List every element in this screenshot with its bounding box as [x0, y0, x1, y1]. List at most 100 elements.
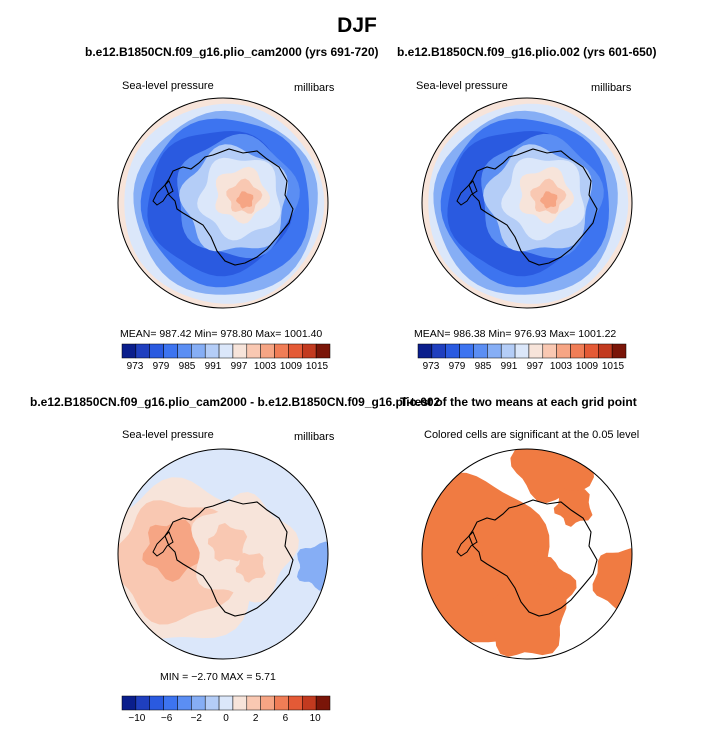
map-boundary — [117, 448, 329, 660]
page-title: DJF — [337, 14, 377, 37]
colorbar-tick-label: 1015 — [305, 361, 329, 372]
colorbar-swatch — [431, 343, 446, 359]
colorbar-swatch — [135, 695, 150, 711]
colorbar-swatch — [288, 343, 303, 359]
panel-3-colorbar — [121, 695, 331, 711]
antarctica-coastline — [164, 499, 294, 617]
colorbar-tick-label: 1009 — [279, 361, 303, 372]
colorbar-swatch — [473, 343, 488, 359]
map-field-map2 — [422, 98, 632, 308]
diff-interior-high — [207, 523, 248, 562]
slp-plateau-max — [236, 191, 254, 209]
colorbar-tick-label: 991 — [500, 361, 518, 372]
colorbar-tick-label: 1009 — [575, 361, 599, 372]
panel-1-stats: MEAN= 987.42 Min= 978.80 Max= 1001.40 — [120, 328, 323, 340]
colorbar-tick-label: 10 — [309, 713, 321, 724]
colorbar-tick-label: 985 — [474, 361, 492, 372]
panel-1-units-label: millibars — [294, 82, 335, 94]
colorbar-swatch — [302, 695, 317, 711]
panel-1-colorbar — [121, 343, 331, 359]
colorbar-swatch — [191, 343, 206, 359]
panel-3-variable-label: Sea-level pressure — [122, 429, 214, 441]
colorbar-tick-label: 973 — [422, 361, 440, 372]
map-field-map1 — [118, 98, 328, 308]
colorbar-swatch — [121, 695, 137, 711]
colorbar-swatch — [302, 343, 317, 359]
colorbar-tick-label: −10 — [128, 713, 146, 724]
colorbar-swatch — [149, 343, 164, 359]
colorbar-swatch — [135, 343, 150, 359]
colorbar-swatch — [584, 343, 599, 359]
colorbar-tick-label: −2 — [190, 713, 202, 724]
colorbar-tick-label: 0 — [223, 713, 229, 724]
colorbar-swatch — [417, 343, 433, 359]
panel-2-stats: MEAN= 986.38 Min= 976.93 Max= 1001.22 — [414, 328, 617, 340]
map-field-map3 — [118, 449, 328, 659]
antarctica-coastline — [164, 148, 294, 266]
colorbar-tick-label: 1003 — [549, 361, 573, 372]
colorbar-swatch — [459, 343, 474, 359]
panel-2-colorbar — [417, 343, 627, 359]
antarctica-coastline — [468, 148, 598, 266]
colorbar-tick-label: 985 — [178, 361, 196, 372]
antarctic-peninsula-coastline — [456, 531, 478, 557]
antarctic-peninsula-coastline — [456, 180, 478, 206]
panel-4-subtitle: Colored cells are significant at the 0.0… — [424, 429, 640, 441]
panel-2-variable-label: Sea-level pressure — [416, 80, 508, 92]
panel-3-stats: MIN = −2.70 MAX = 5.71 — [160, 671, 276, 683]
panel-4-title: T-test of the two means at each grid poi… — [400, 395, 637, 409]
colorbar-swatch — [445, 343, 460, 359]
colorbar-tick-label: 6 — [282, 713, 289, 724]
colorbar-swatch — [191, 695, 206, 711]
colorbar-swatch — [500, 343, 516, 359]
colorbar-swatch — [514, 343, 530, 359]
colorbar-swatch — [315, 695, 331, 711]
panel-1-title: b.e12.B1850CN.f09_g16.plio_cam2000 (yrs … — [85, 45, 379, 59]
colorbar-swatch — [163, 343, 178, 359]
colorbar-swatch — [149, 695, 164, 711]
panel-3-units-label: millibars — [294, 431, 335, 443]
colorbar-swatch — [288, 695, 303, 711]
colorbar-swatch — [260, 695, 275, 711]
colorbar-tick-label: 1003 — [253, 361, 277, 372]
colorbar-swatch — [232, 695, 248, 711]
map-boundary — [421, 97, 633, 309]
colorbar-swatch — [177, 695, 192, 711]
diff-interior-band — [191, 492, 299, 603]
colorbar-swatch — [556, 343, 571, 359]
colorbar-swatch — [163, 695, 178, 711]
panel-2-units-label: millibars — [591, 82, 632, 94]
significant-region — [481, 572, 567, 657]
colorbar-swatch — [218, 695, 234, 711]
colorbar-tick-label: 991 — [204, 361, 222, 372]
colorbar-tick-label: 979 — [152, 361, 170, 372]
colorbar-swatch — [611, 343, 627, 359]
colorbar-swatch — [315, 343, 331, 359]
colorbar-swatch — [177, 343, 192, 359]
colorbar-tick-label: 2 — [252, 713, 259, 724]
colorbar-tick-label: −6 — [160, 713, 173, 724]
map-boundary — [117, 97, 329, 309]
colorbar-tick-label: 973 — [126, 361, 144, 372]
panel-3-title: b.e12.B1850CN.f09_g16.plio_cam2000 - b.e… — [30, 395, 441, 409]
colorbar-swatch — [542, 343, 557, 359]
colorbar-swatch — [218, 343, 234, 359]
colorbar-swatch — [232, 343, 248, 359]
significant-region — [592, 548, 632, 613]
colorbar-swatch — [260, 343, 275, 359]
antarctic-peninsula-coastline — [152, 531, 174, 557]
diff-interior-high — [235, 552, 266, 583]
colorbar-swatch — [204, 695, 220, 711]
colorbar-tick-label: 997 — [230, 361, 248, 372]
map-field-map4 — [422, 449, 632, 659]
panel-1-polar-map — [117, 97, 329, 309]
colorbar-swatch — [246, 695, 261, 711]
panel-2-title: b.e12.B1850CN.f09_g16.plio.002 (yrs 601-… — [397, 45, 657, 59]
colorbar-tick-label: 1015 — [601, 361, 625, 372]
map-boundary — [421, 448, 633, 660]
colorbar-swatch — [246, 343, 261, 359]
panel-3-difference-map — [117, 448, 329, 660]
colorbar-swatch — [274, 695, 289, 711]
colorbar-swatch — [487, 343, 502, 359]
colorbar-tick-label: 979 — [448, 361, 466, 372]
